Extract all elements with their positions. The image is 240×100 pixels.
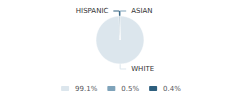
svg-text:ASIAN: ASIAN bbox=[131, 7, 152, 15]
svg-text:99.1%: 99.1% bbox=[75, 85, 98, 93]
svg-text:0.5%: 0.5% bbox=[121, 85, 139, 93]
svg-text:HISPANIC: HISPANIC bbox=[76, 7, 109, 15]
svg-text:0.4%: 0.4% bbox=[163, 85, 181, 93]
svg-text:WHITE: WHITE bbox=[131, 65, 154, 73]
